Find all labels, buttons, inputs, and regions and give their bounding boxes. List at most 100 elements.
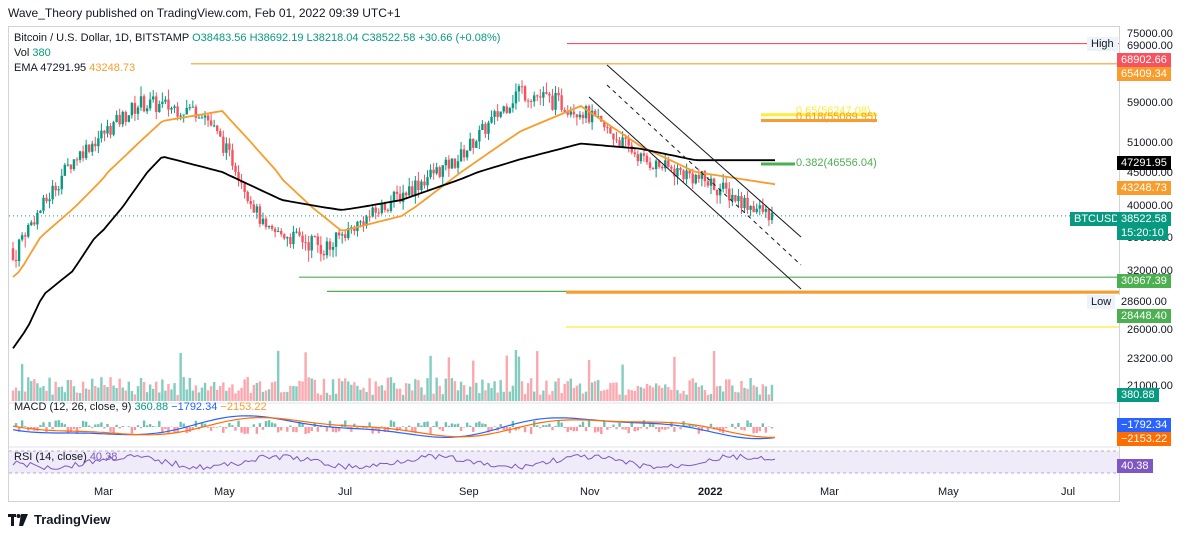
macd-histogram-bar <box>328 420 332 427</box>
candle-body <box>578 114 582 118</box>
macd-label[interactable]: MACD (12, 26, close, 9) <box>14 401 132 413</box>
macd-histogram-bar <box>758 427 761 432</box>
macd-histogram-bar <box>569 427 572 431</box>
volume-bar <box>124 390 127 401</box>
candle-body <box>508 108 512 113</box>
candle-body <box>465 150 469 158</box>
candle-body <box>69 164 73 170</box>
fib-065-label: 0.65(56247.08) <box>796 105 871 117</box>
volume-bar <box>694 382 697 401</box>
macd-histogram-bar <box>75 427 79 434</box>
candle-body <box>499 111 502 117</box>
volume-bar <box>97 387 100 401</box>
macd-histogram-bar <box>216 427 219 428</box>
macd-histogram-bar <box>600 427 603 434</box>
candle-body <box>371 207 374 217</box>
volume-bar <box>411 390 414 401</box>
volume-bar <box>75 392 79 401</box>
candle-body <box>377 212 380 214</box>
candle-body <box>392 191 396 202</box>
macd-histogram-bar <box>371 427 374 434</box>
vol-label[interactable]: Vol <box>14 47 30 59</box>
candle-body <box>212 125 216 127</box>
volume-bar <box>734 391 737 401</box>
candle-body <box>231 149 234 166</box>
macd-histogram-bar <box>481 423 484 427</box>
time-tick: Jul <box>338 486 353 498</box>
candle-body <box>526 100 530 102</box>
symbol-name[interactable]: Bitcoin / U.S. Dollar, 1D, BITSTAMP <box>14 32 190 44</box>
volume-bar <box>432 393 435 401</box>
candle-body <box>389 201 393 211</box>
macd-histogram-bar <box>225 427 228 429</box>
macd-histogram-bar <box>502 427 505 431</box>
macd-histogram-bar <box>280 427 283 431</box>
volume-bar <box>764 386 768 401</box>
rsi-line <box>12 453 776 471</box>
volume-bar <box>340 381 344 401</box>
volume-bar <box>703 390 707 401</box>
candle-body <box>703 171 707 182</box>
chart-canvas[interactable] <box>9 27 1119 501</box>
volume-bar <box>164 390 167 401</box>
macd-histogram-bar <box>264 421 268 427</box>
candle-body <box>304 242 307 244</box>
brand-name[interactable]: TradingView <box>34 512 111 527</box>
volume-bar <box>478 393 481 401</box>
candle-body <box>155 96 158 113</box>
volume-bar <box>618 394 621 401</box>
volume-bar <box>505 355 508 401</box>
macd-histogram-bar <box>331 427 335 432</box>
macd-histogram-bar <box>606 427 609 430</box>
volume-bar <box>100 377 103 401</box>
candle-body <box>621 137 624 147</box>
candle-body <box>237 172 240 181</box>
volume-bar <box>670 389 673 401</box>
macd-histogram-bar <box>161 427 164 433</box>
macd-histogram-bar <box>267 420 271 427</box>
candle-body <box>587 106 591 123</box>
macd-histogram-bar <box>630 421 633 427</box>
vol-value: 380 <box>32 47 51 59</box>
volume-bar <box>755 386 758 401</box>
candle-body <box>60 175 63 190</box>
candle-body <box>746 197 749 210</box>
candle-body <box>432 169 435 174</box>
macd-histogram-bar <box>560 422 563 427</box>
candle-body <box>761 205 765 212</box>
volume-bar <box>566 381 569 401</box>
volume-bar <box>740 381 743 401</box>
rsi-label[interactable]: RSI (14, close) <box>14 451 87 463</box>
macd-histogram-bar <box>51 427 54 429</box>
volume-bar <box>310 378 313 401</box>
candle-body <box>109 126 112 135</box>
chart-frame[interactable] <box>8 26 1120 502</box>
candle-body <box>554 92 557 110</box>
macd-histogram-bar <box>551 427 554 431</box>
macd-histogram-bar <box>679 427 682 430</box>
macd-histogram-bar <box>45 427 48 433</box>
macd-histogram-bar <box>164 427 167 430</box>
volume-bar <box>145 392 149 401</box>
macd-histogram-bar <box>706 427 710 431</box>
volume-bar <box>176 394 179 401</box>
candle-body <box>319 244 323 254</box>
candle-body <box>633 152 636 155</box>
candle-body <box>734 194 737 202</box>
volume-bar <box>301 381 304 401</box>
candle-body <box>542 92 545 98</box>
candle-body <box>456 161 460 168</box>
volume-bar <box>533 391 536 401</box>
volume-bar <box>106 387 109 401</box>
ema-label[interactable]: EMA <box>14 62 38 74</box>
macd-histogram-bar <box>334 427 338 433</box>
candle-body <box>200 117 204 119</box>
volume-bar <box>142 381 146 401</box>
volume-bar <box>691 378 694 401</box>
candle-body <box>414 180 417 196</box>
candle-body <box>170 107 173 110</box>
macd-histogram-bar <box>654 427 658 429</box>
volume-bar <box>30 381 33 401</box>
time-axis[interactable]: Mar May Jul Sep Nov 2022 Mar May Jul <box>8 486 1120 502</box>
macd-histogram-bar <box>350 427 353 432</box>
